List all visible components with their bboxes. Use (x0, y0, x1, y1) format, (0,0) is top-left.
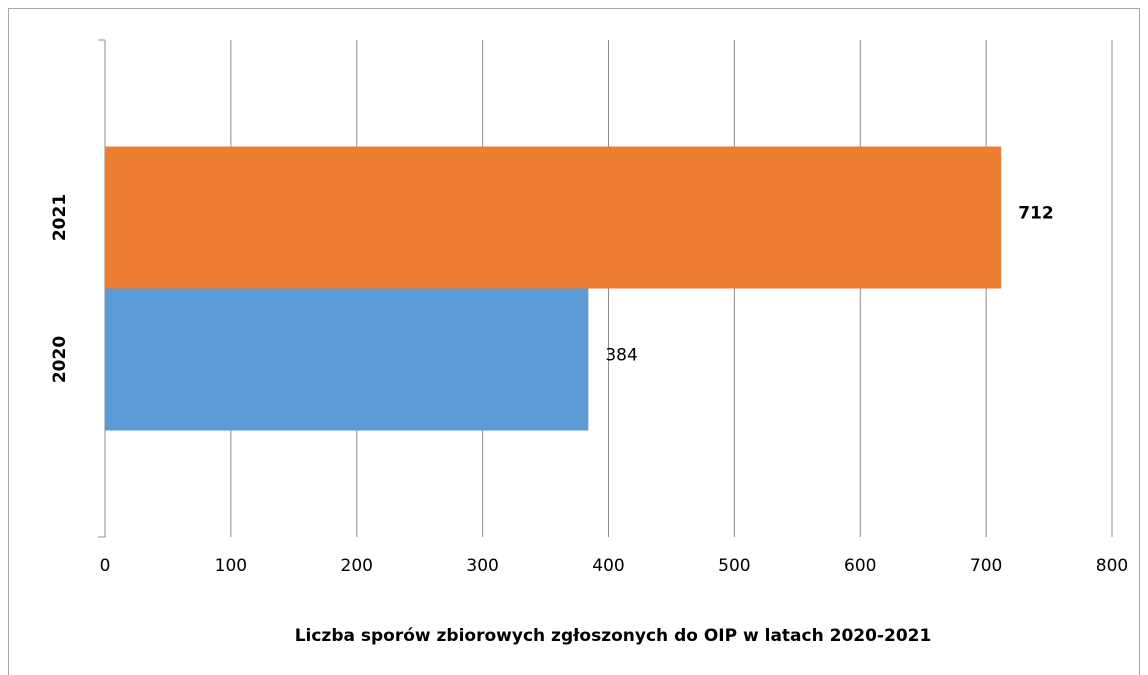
y-tick-label: 2020 (50, 336, 70, 383)
x-tick-label: 500 (718, 556, 750, 576)
x-tick-label: 400 (592, 556, 624, 576)
x-tick-label: 100 (215, 556, 247, 576)
x-tick-label: 600 (844, 556, 876, 576)
x-tick-label: 0 (100, 556, 111, 576)
bar (105, 146, 1002, 289)
data-label: 384 (605, 346, 637, 366)
y-tick-label: 2021 (50, 194, 70, 241)
x-tick-label: 300 (466, 556, 498, 576)
chart-border (8, 8, 1140, 675)
x-tick-label: 200 (341, 556, 373, 576)
bar (105, 288, 589, 431)
x-tick-label: 800 (1096, 556, 1128, 576)
chart-title: Liczba sporów zbiorowych zgłoszonych do … (295, 626, 932, 646)
data-label: 712 (1018, 204, 1054, 224)
x-tick-label: 700 (970, 556, 1002, 576)
